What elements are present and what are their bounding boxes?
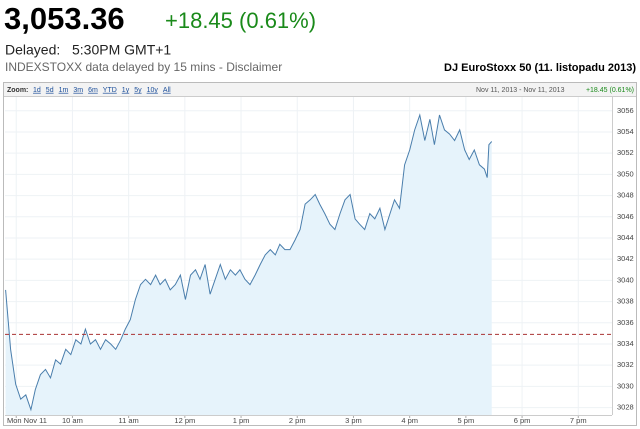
change: +18.45 (0.61%): [165, 8, 316, 33]
x-tick-label: 6 pm: [514, 416, 531, 425]
y-tick-label: 3040: [617, 275, 634, 284]
y-tick-label: 3028: [617, 403, 634, 412]
date-range: Nov 11, 2013 - Nov 11, 2013: [476, 87, 565, 94]
zoom-option[interactable]: YTD: [103, 87, 117, 94]
y-tick-label: 3044: [617, 233, 634, 242]
y-tick-label: 3038: [617, 297, 634, 306]
zoom-option[interactable]: 10y: [147, 87, 159, 94]
y-tick-label: 3052: [617, 148, 634, 157]
zoom-option[interactable]: 1m: [59, 87, 69, 94]
x-tick-label: 10 am: [62, 416, 83, 425]
y-tick-label: 3054: [617, 127, 634, 136]
area: [5, 115, 492, 415]
y-tick-label: 3046: [617, 212, 634, 221]
x-tick-label: 4 pm: [401, 416, 418, 425]
x-tick-label: 1 pm: [233, 416, 250, 425]
x-tick-label: 11 am: [118, 416, 138, 425]
zoom-option[interactable]: 5d: [46, 87, 54, 94]
zoom-option[interactable]: All: [163, 87, 171, 94]
x-tick-label: 2 pm: [289, 416, 306, 425]
y-tick-label: 3048: [617, 191, 634, 200]
y-tick-label: 3056: [617, 106, 634, 115]
price: 3,053.36: [4, 1, 125, 36]
zoom-option[interactable]: 1y: [122, 87, 130, 94]
zoom-label: Zoom:: [7, 87, 28, 94]
y-tick-label: 3042: [617, 254, 634, 263]
y-tick-label: 3050: [617, 169, 634, 178]
y-tick-label: 3032: [617, 360, 634, 369]
source-note: INDEXSTOXX data delayed by 15 mins - Dis…: [5, 60, 282, 74]
delayed-label: Delayed:: [5, 42, 60, 58]
time: 5:30PM GMT+1: [72, 42, 171, 58]
y-tick-label: 3036: [617, 318, 634, 327]
toolbar: [4, 83, 636, 96]
zoom-option[interactable]: 1d: [33, 87, 41, 94]
line: [5, 113, 493, 412]
y-tick-label: 3034: [617, 339, 634, 348]
zoom-option[interactable]: 3m: [73, 87, 83, 94]
x-tick-label: 7 pm: [570, 416, 587, 425]
zoom-option[interactable]: 6m: [88, 87, 98, 94]
x-tick-label: Mon Nov 11: [7, 416, 47, 425]
index-name: DJ EuroStoxx 50 (11. listopadu 2013): [444, 62, 636, 74]
y-tick-label: 3030: [617, 381, 634, 390]
zoom-option[interactable]: 5y: [134, 87, 142, 94]
range-change: +18.45 (0.61%): [586, 87, 634, 94]
x-tick-label: 12 pm: [174, 416, 195, 425]
x-tick-label: 3 pm: [345, 416, 362, 425]
x-tick-label: 5 pm: [458, 416, 475, 425]
